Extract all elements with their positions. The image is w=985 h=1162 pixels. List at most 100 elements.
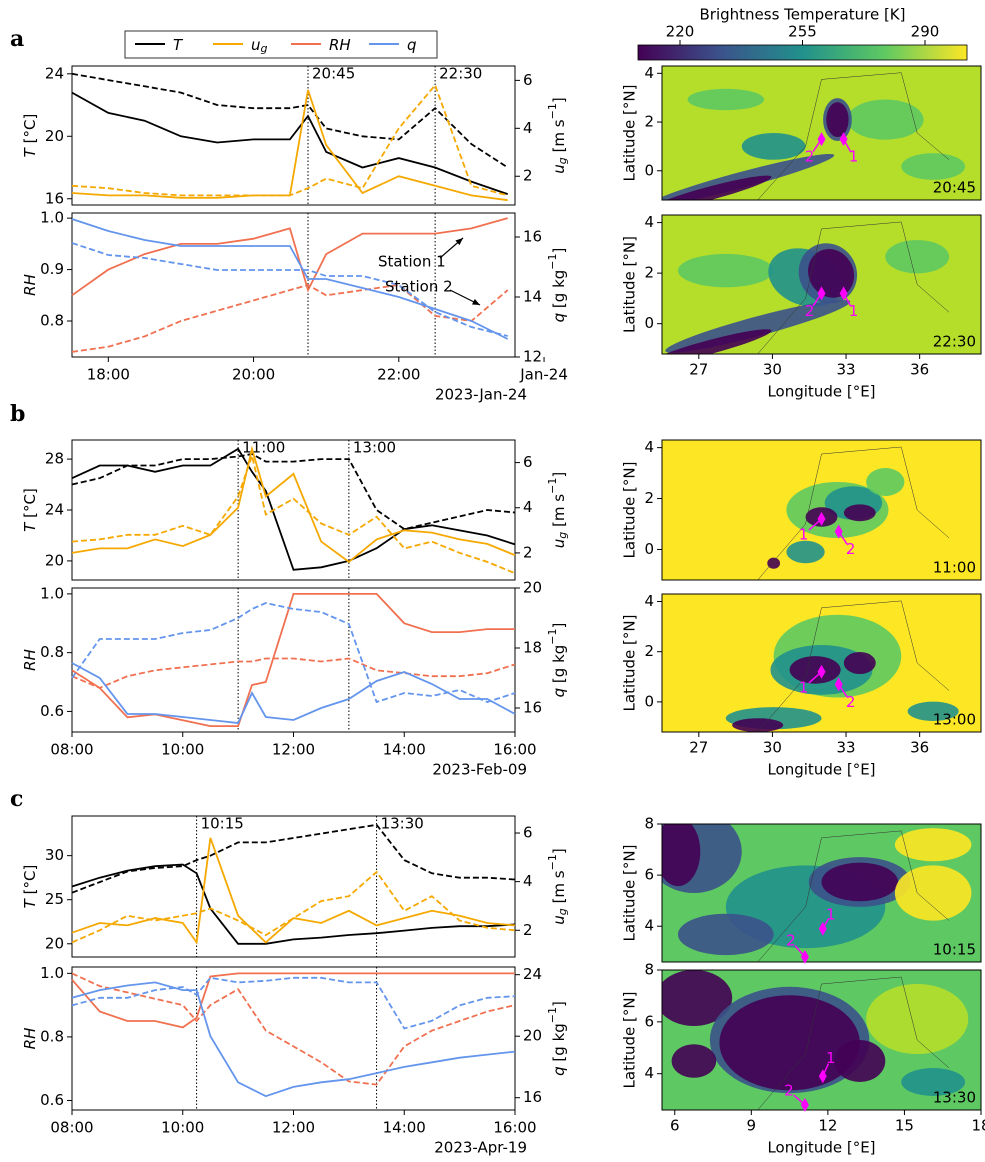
map-time: 11:00 xyxy=(933,559,976,577)
plot-frame xyxy=(71,65,516,206)
y-tick-label: 4 xyxy=(644,213,654,231)
legend-label: q xyxy=(407,36,417,54)
x-axis-label: 2023-Feb-09 xyxy=(432,761,527,779)
y-axis-label-part: RH xyxy=(21,649,39,671)
cloud-region xyxy=(901,1068,966,1096)
y2-tick-label: 6 xyxy=(523,453,533,471)
y-tick-label: 0 xyxy=(644,314,654,332)
event-label: 13:30 xyxy=(381,815,424,833)
series-line xyxy=(71,823,516,894)
series-line xyxy=(71,284,509,353)
x-axis-label: Longitude [°E] xyxy=(767,1139,875,1157)
y-axis-label: Latitude [°N] xyxy=(621,615,639,712)
y2-axis-label-part: g xyxy=(556,532,569,539)
map-frame xyxy=(661,439,982,581)
series-line xyxy=(71,976,516,1030)
x-tick-label: 14:00 xyxy=(383,741,426,759)
y-tick-label: 20 xyxy=(45,551,64,569)
x-axis-label: Longitude [°E] xyxy=(767,761,875,779)
y-tick-label: 2 xyxy=(644,489,654,507)
cloud-region xyxy=(786,540,825,564)
x-tick-label: 08:00 xyxy=(50,741,93,759)
x-tick-label: 10:00 xyxy=(161,1119,204,1137)
y-axis-label: T [°C] xyxy=(21,488,39,532)
y-axis-label: RH xyxy=(21,1028,39,1050)
cloud-region xyxy=(789,656,841,684)
y-tick-label: 4 xyxy=(644,438,654,456)
y2-axis-label: ug [m s−1] xyxy=(546,97,569,173)
station-label: 2 xyxy=(805,148,815,166)
y-axis-label: Latitude [°N] xyxy=(621,462,639,559)
y2-tick-label: 4 xyxy=(523,498,533,516)
annotation: Station 2 xyxy=(385,278,453,296)
y2-axis-label-part: ] xyxy=(550,623,568,629)
y2-axis-label: q [g kg−1] xyxy=(546,248,568,323)
y-tick-label: 6 xyxy=(644,1012,654,1030)
y-tick-label: 0.8 xyxy=(40,312,64,330)
y-tick-label: 1.0 xyxy=(40,964,64,982)
series-line xyxy=(71,657,516,689)
plot-frame xyxy=(71,212,516,358)
y-tick-label: 8 xyxy=(644,815,654,833)
y-axis-label: RH xyxy=(21,274,39,296)
station-marker xyxy=(817,286,826,301)
plot-frame xyxy=(71,966,516,1111)
y2-axis-label-part: g xyxy=(556,157,569,164)
y2-tick-label: 2 xyxy=(523,921,533,939)
y-axis-label: Latitude [°N] xyxy=(621,845,639,942)
y-tick-label: 16 xyxy=(45,189,64,207)
x-tick-label: 20:00 xyxy=(232,366,275,384)
cloud-region xyxy=(907,701,959,721)
series-line xyxy=(71,91,508,195)
y-tick-label: 1.0 xyxy=(40,209,64,227)
y-tick-label: 2 xyxy=(644,264,654,282)
map-frame xyxy=(661,593,982,733)
station-label: 1 xyxy=(799,678,809,696)
station-marker xyxy=(839,132,848,147)
y2-axis-label-part: ] xyxy=(550,248,568,254)
y-tick-label: 8 xyxy=(644,961,654,979)
y2-tick-label: 16 xyxy=(523,699,542,717)
y-axis-label: Latitude [°N] xyxy=(621,85,639,182)
cloud-region xyxy=(687,88,765,111)
station-marker xyxy=(818,1069,827,1084)
map-imagery xyxy=(662,824,981,962)
map-frame xyxy=(661,65,982,201)
map-imagery xyxy=(662,594,981,732)
cloud-region xyxy=(767,557,781,569)
station-label: 2 xyxy=(846,540,856,558)
y2-tick-label: 6 xyxy=(523,71,533,89)
y2-axis-label-part: [g kg xyxy=(550,645,568,688)
legend-label-part: RH xyxy=(329,36,351,54)
y2-axis-label-part: ] xyxy=(550,97,568,103)
y2-axis-label-part: −1 xyxy=(546,478,559,494)
series-line xyxy=(71,83,508,197)
series-line xyxy=(71,863,516,945)
x-tick-label: 36 xyxy=(910,739,929,757)
cloud-region xyxy=(677,253,774,288)
y2-axis-label-part: [m s xyxy=(550,870,568,908)
cloud-region xyxy=(826,102,849,138)
y2-axis-label-part: u xyxy=(550,164,568,174)
station-marker xyxy=(800,949,809,964)
map-imagery xyxy=(662,215,981,354)
station-label: 2 xyxy=(846,693,856,711)
annotation-arrowhead xyxy=(455,238,463,246)
y2-axis-label-part: [m s xyxy=(550,119,568,157)
y-tick-label: 4 xyxy=(644,917,654,935)
y2-tick-label: 6 xyxy=(523,824,533,842)
station-label: 2 xyxy=(805,302,815,320)
border-line xyxy=(757,72,950,200)
series-line xyxy=(71,593,515,727)
y2-axis-label-part: [g kg xyxy=(550,1023,568,1066)
y2-tick-label: 4 xyxy=(523,119,533,137)
legend-label-part: u xyxy=(251,36,261,54)
colorbar-tick-label: 255 xyxy=(788,23,817,41)
y2-axis-label-part: ] xyxy=(550,472,568,478)
cloud-region xyxy=(662,329,772,354)
map-frame xyxy=(661,214,982,355)
station-marker xyxy=(818,921,827,936)
y-axis-label-part: [°C] xyxy=(21,114,39,148)
y2-tick-label: 24 xyxy=(523,965,542,983)
